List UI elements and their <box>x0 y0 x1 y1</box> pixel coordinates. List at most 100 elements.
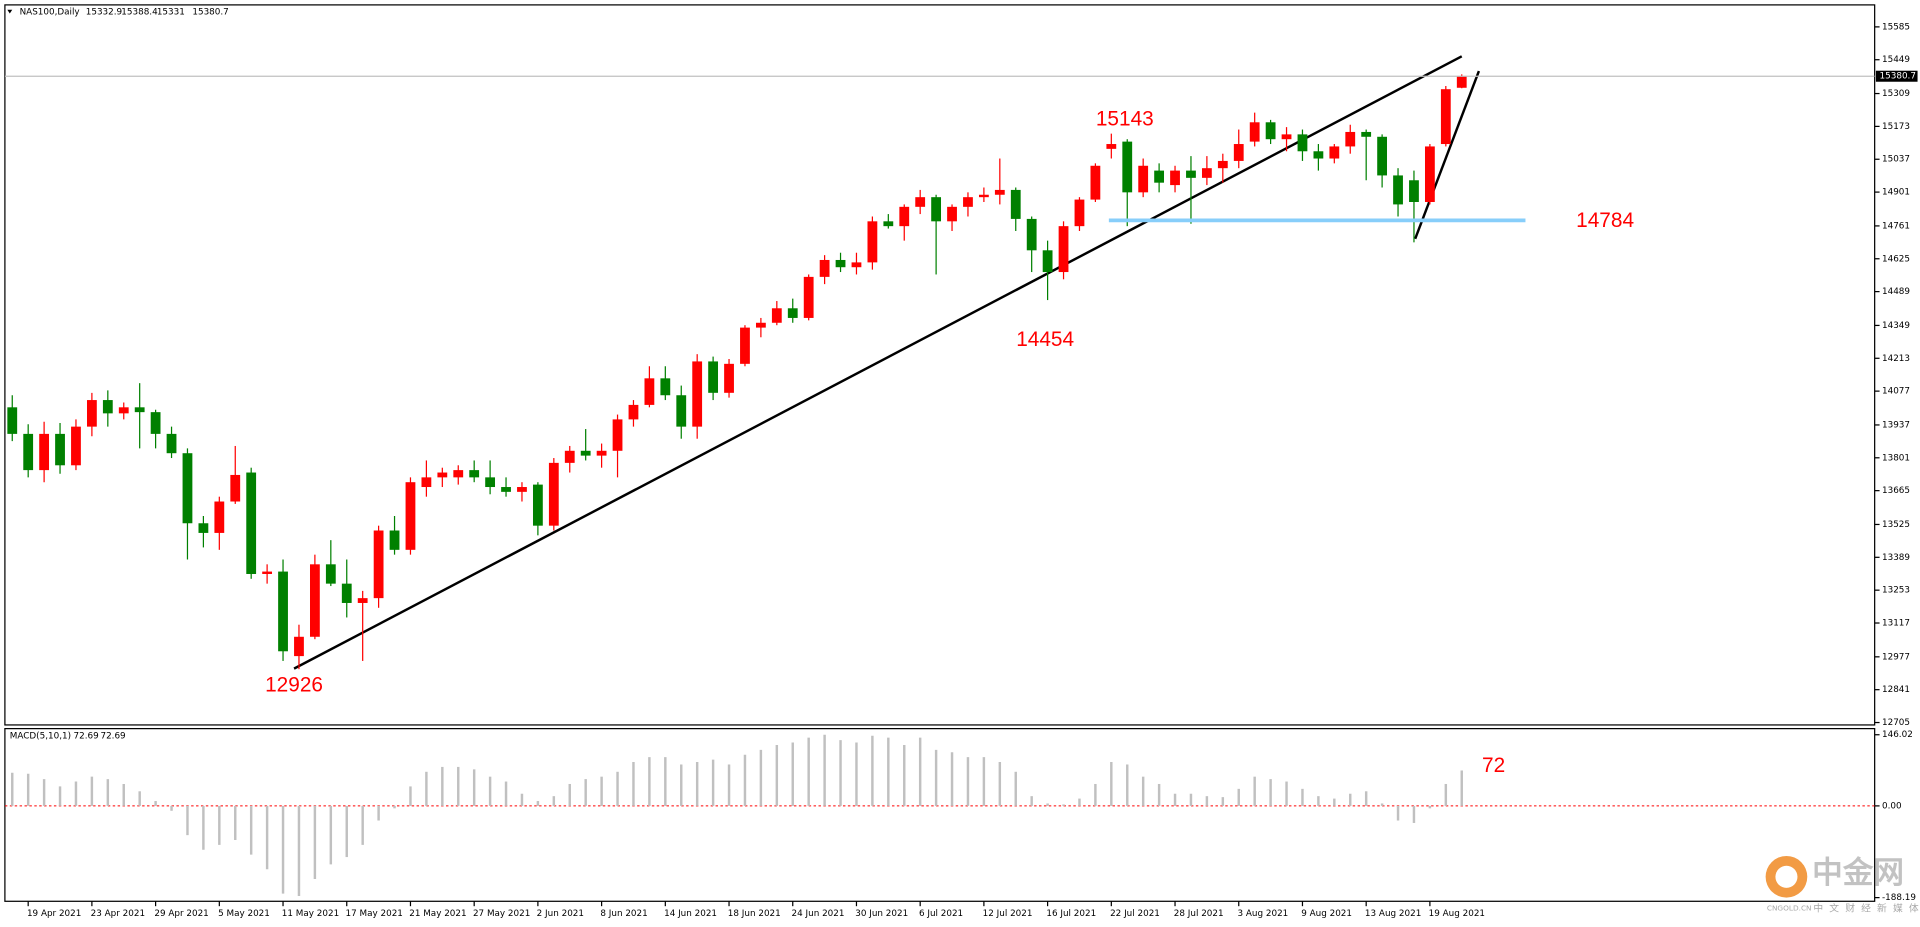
macd-plot <box>4 734 1875 897</box>
candle-body <box>405 482 416 550</box>
macd-title: MACD(5,10,1) <box>10 731 71 741</box>
header-close: 15380.7 <box>192 8 228 18</box>
x-tick-label: 13 Aug 2021 <box>1365 909 1421 919</box>
y-tick-label: 13801 <box>1882 453 1910 463</box>
y-tick-label: 15037 <box>1882 155 1910 165</box>
candle-body <box>1201 168 1212 178</box>
y-tick-label: 14489 <box>1882 287 1910 297</box>
candle-body <box>469 470 480 478</box>
x-tick-label: 19 Apr 2021 <box>27 909 81 919</box>
x-tick-label: 17 May 2021 <box>346 909 403 919</box>
candle-body <box>1456 76 1467 88</box>
candle-body <box>1313 151 1324 159</box>
x-tick-label: 30 Jun 2021 <box>855 909 908 919</box>
watermark-name: 中金网 <box>1812 855 1904 891</box>
candle-body <box>453 470 464 478</box>
candle-body <box>740 327 750 364</box>
candle-body <box>485 477 496 488</box>
y-tick-label: 13389 <box>1882 553 1910 563</box>
candle-body <box>198 523 209 533</box>
watermark: 中金网 CNGOLD.CN 中文财经新媒体 <box>1765 855 1920 915</box>
candle-body <box>931 197 942 222</box>
candle-body <box>596 450 607 456</box>
candle-body <box>1393 175 1403 205</box>
watermark-site: CNGOLD.CN <box>1767 904 1812 913</box>
y-tick-label: 14625 <box>1882 254 1910 264</box>
candle-body <box>325 564 336 584</box>
y-tick-label: 0.00 <box>1882 801 1902 811</box>
y-tick-label: 13665 <box>1882 486 1910 496</box>
watermark-slogan: 中文财经新媒体 <box>1813 902 1920 915</box>
candle-body <box>517 487 527 492</box>
x-tick-label: 21 May 2021 <box>409 909 466 919</box>
x-tick-label: 28 Jul 2021 <box>1174 909 1224 919</box>
candle-body <box>1186 170 1196 178</box>
candle-body <box>1122 141 1133 193</box>
y-tick-label: 14077 <box>1882 387 1910 397</box>
y-tick-label: 15309 <box>1882 89 1910 99</box>
candle-body <box>501 487 511 492</box>
y-tick-label: 14901 <box>1882 188 1910 198</box>
x-tick-label: 16 Jul 2021 <box>1046 909 1096 919</box>
candle-body <box>580 450 591 456</box>
candle-body <box>692 361 703 427</box>
candle-body <box>23 433 34 471</box>
candle-body <box>628 404 639 420</box>
candle-body <box>118 407 129 414</box>
candle-body <box>246 472 257 574</box>
candle-body <box>437 472 448 478</box>
annotation: 12926 <box>265 673 323 696</box>
candle-body <box>724 363 734 393</box>
candle-body <box>1106 144 1117 149</box>
annotation: 14454 <box>1016 328 1074 351</box>
candle-body <box>963 197 973 207</box>
collapse-arrow <box>7 9 13 14</box>
header-low: 15331 <box>157 8 185 18</box>
candle-body <box>1138 165 1149 193</box>
candle-body <box>660 378 671 396</box>
candle-body <box>373 530 384 599</box>
candle-body <box>1233 144 1244 161</box>
candle-body <box>1010 189 1021 219</box>
y-tick-label: 15173 <box>1882 122 1910 132</box>
candle-body <box>150 412 161 434</box>
x-tick-label: 19 Aug 2021 <box>1429 909 1485 919</box>
candle-body <box>1281 134 1292 140</box>
candle-body <box>7 407 18 434</box>
candle-body <box>978 194 989 198</box>
x-tick-label: 5 May 2021 <box>218 909 270 919</box>
candle-body <box>39 433 50 471</box>
candle-body <box>835 259 846 268</box>
candle-body <box>182 453 193 524</box>
x-tick-label: 12 Jul 2021 <box>983 909 1033 919</box>
candle-body <box>1424 146 1435 202</box>
candle-body <box>1361 131 1372 137</box>
candle-body <box>166 433 177 454</box>
candle-body <box>357 598 368 603</box>
candle-body <box>1090 165 1101 200</box>
candle-body <box>134 407 145 413</box>
x-tick-label: 3 Aug 2021 <box>1238 909 1289 919</box>
axes: 15585 15449 15309 15173 15037 14901 14761 14625… <box>27 22 1918 919</box>
price-plot <box>4 55 1875 670</box>
y-tick-label: 12705 <box>1882 718 1910 728</box>
y-tick-label: 14213 <box>1882 354 1910 364</box>
y-tick-label: 12841 <box>1882 685 1910 695</box>
candle-body <box>230 474 241 502</box>
y-tick-label: 14349 <box>1882 321 1910 331</box>
candle-body <box>1249 122 1260 142</box>
candle-body <box>86 400 97 427</box>
y-tick-label: 146.02 <box>1882 730 1913 740</box>
y-tick-label: 15449 <box>1882 55 1910 65</box>
candle-body <box>55 433 65 466</box>
y-tick-label: 14761 <box>1882 221 1910 231</box>
candle-body <box>1265 122 1276 140</box>
candle-body <box>71 426 81 466</box>
y-tick-label: 13937 <box>1882 420 1910 430</box>
candle-body <box>851 262 862 268</box>
candle-body <box>1377 136 1388 176</box>
candle-body <box>708 361 719 393</box>
candle-body <box>1154 170 1165 183</box>
candle-body <box>389 530 400 550</box>
